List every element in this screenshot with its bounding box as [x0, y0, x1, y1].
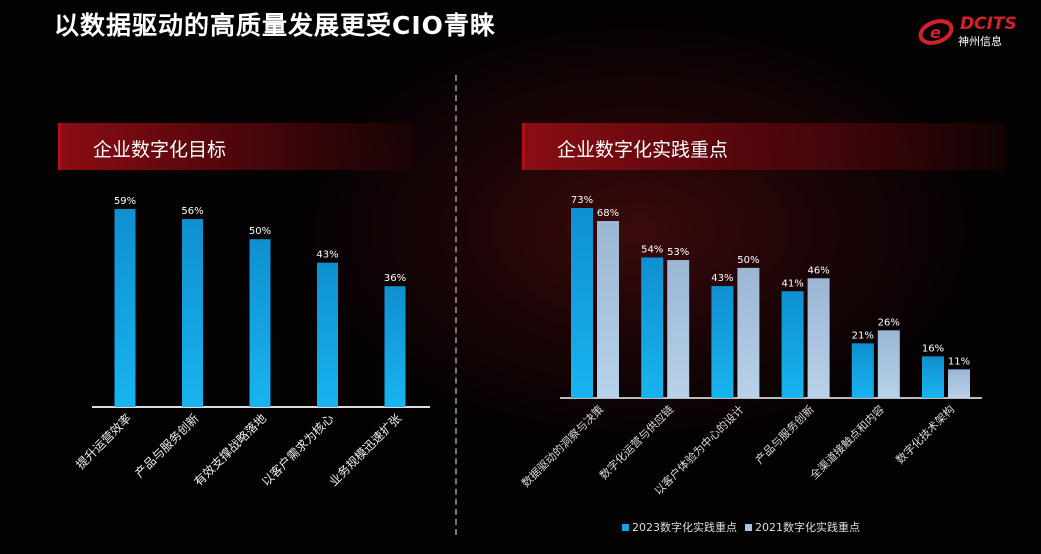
x-tick-label: 产品与服务创新 [132, 411, 202, 481]
bar [317, 262, 338, 407]
legend-item-2021: 2021数字化实践重点 [745, 519, 860, 535]
data-label: 36% [384, 273, 406, 284]
bar-2023 [571, 208, 593, 398]
data-label: 16% [922, 343, 944, 354]
data-label: 50% [737, 255, 759, 266]
left-section-header: 企业数字化目标 [58, 123, 413, 170]
bar-2023 [922, 356, 944, 398]
legend-item-2023: 2023数字化实践重点 [622, 519, 737, 535]
bar-2021 [807, 278, 830, 398]
x-tick-label: 提升运营效率 [73, 411, 135, 473]
logo-subtext: 神州信息 [958, 35, 1002, 48]
bar [114, 209, 136, 407]
data-label: 59% [114, 196, 136, 207]
bar-2021 [737, 267, 760, 398]
svg-text:e: e [930, 23, 941, 42]
x-tick-label: 业务规模迅速扩张 [326, 411, 404, 489]
bar [249, 239, 271, 407]
bar-2023 [781, 291, 804, 398]
page-title: 以数据驱动的高质量发展更受CIO青睐 [54, 11, 496, 40]
data-label: 43% [316, 250, 338, 261]
right-section-header: 企业数字化实践重点 [522, 123, 1005, 170]
data-label: 53% [667, 247, 689, 258]
x-tick-label: 数据驱动的洞察与决策 [518, 402, 606, 490]
bar [384, 286, 406, 407]
x-tick-label: 全渠道接触点和内容 [807, 402, 887, 482]
bar-2021 [597, 221, 619, 398]
data-label: 73% [571, 195, 593, 206]
dcits-logo-icon: e [918, 19, 954, 45]
x-tick-label: 产品与服务创新 [752, 402, 816, 466]
data-label: 26% [878, 317, 900, 328]
data-label: 54% [641, 244, 663, 255]
bar-2023 [641, 257, 664, 398]
bar-2023 [711, 286, 734, 398]
bar-2023 [851, 343, 874, 398]
bar [182, 219, 203, 407]
data-label: 41% [781, 278, 803, 289]
x-tick-label: 数字化运营与供应链 [596, 402, 676, 482]
data-label: 46% [807, 265, 829, 276]
data-label: 50% [249, 226, 271, 237]
data-label: 43% [711, 273, 733, 284]
bar-2021 [948, 369, 970, 398]
divider [455, 75, 457, 535]
data-label: 21% [852, 330, 874, 341]
legend: 2023数字化实践重点 2021数字化实践重点 [622, 519, 860, 535]
logo-text: DCITS [960, 14, 1017, 34]
x-tick-label: 有效支撑战略落地 [191, 411, 269, 489]
bar-2021 [667, 260, 690, 398]
left-chart-title: 企业数字化目标 [93, 139, 227, 161]
x-tick-label: 以客户需求为核心 [258, 411, 336, 489]
bar-2021 [877, 330, 900, 398]
right-chart-title: 企业数字化实践重点 [557, 139, 729, 161]
x-tick-label: 数字化技术架构 [893, 402, 957, 466]
data-label: 68% [597, 208, 619, 219]
data-label: 56% [181, 206, 203, 217]
data-label: 11% [948, 356, 970, 367]
